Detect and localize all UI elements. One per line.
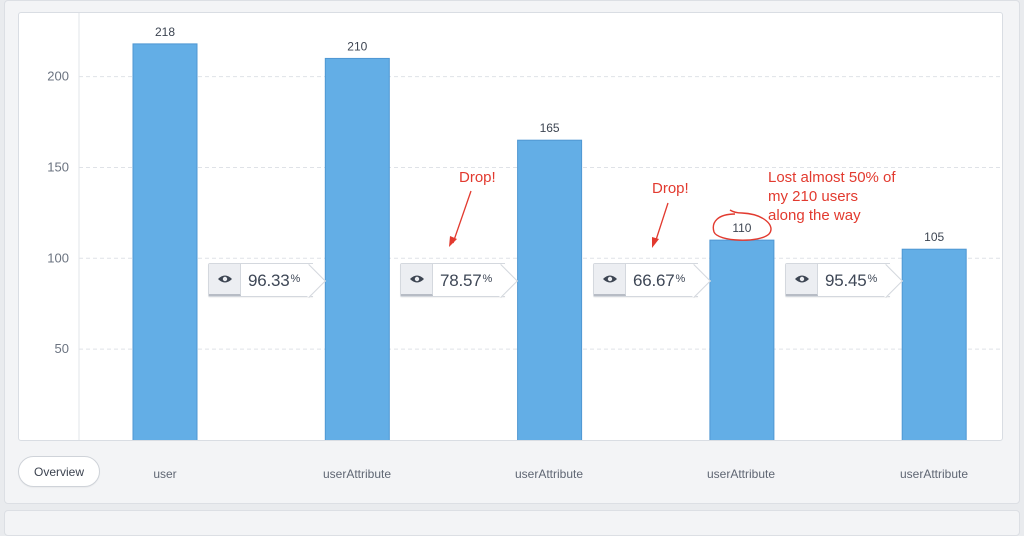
plot-panel: 50 100 150 200 218 210 165 110 105 96.33% 78.57%…	[18, 12, 1003, 441]
x-tick-label: userAttribute	[322, 467, 392, 481]
overview-button[interactable]: Overview	[18, 456, 100, 487]
y-tick-label: 150	[47, 159, 69, 174]
y-tick-label: 50	[55, 341, 69, 356]
conversion-rate-3[interactable]: 66.67%	[593, 263, 698, 297]
bar-value-label: 110	[732, 221, 751, 235]
annotation-line: Lost almost 50% of	[768, 169, 896, 186]
annotation-line: along the way	[768, 207, 861, 224]
x-tick-label: user	[153, 467, 177, 481]
bar-value-label: 105	[924, 230, 944, 244]
conversion-rate-value: 95.45%	[825, 271, 878, 290]
conversion-rate-1[interactable]: 96.33%	[208, 263, 313, 297]
x-tick-label: userAttribute	[899, 467, 969, 481]
eye-icon	[594, 264, 626, 296]
conversion-rate-value: 66.67%	[633, 271, 686, 290]
bar[interactable]	[709, 239, 775, 440]
eye-icon	[209, 264, 241, 296]
x-tick-label: userAttribute	[706, 467, 776, 481]
y-tick-label: 100	[47, 250, 69, 265]
bar-value-label: 165	[540, 121, 560, 135]
annotation-drop-2: Drop!	[652, 180, 689, 197]
x-tick-label: userAttribute	[514, 467, 584, 481]
bar[interactable]	[901, 248, 967, 440]
eye-icon	[786, 264, 818, 296]
next-section-card	[4, 510, 1020, 536]
bar[interactable]	[132, 43, 198, 440]
bar-value-label: 210	[347, 39, 367, 53]
conversion-rate-2[interactable]: 78.57%	[400, 263, 505, 297]
conversion-rate-4[interactable]: 95.45%	[785, 263, 890, 297]
funnel-bar-chart: 50 100 150 200 218 210 165 110 105	[47, 13, 1002, 440]
annotation-line: my 210 users	[768, 188, 859, 205]
conversion-rate-value: 96.33%	[248, 271, 301, 290]
bar[interactable]	[324, 57, 390, 440]
bar[interactable]	[517, 139, 583, 440]
annotation-lost-users: Lost almost 50% of my 210 users along th…	[768, 168, 896, 225]
bar-value-label: 218	[155, 25, 175, 39]
eye-icon	[401, 264, 433, 296]
conversion-rate-value: 78.57%	[440, 271, 493, 290]
y-tick-label: 200	[47, 69, 69, 84]
annotation-drop-1: Drop!	[459, 169, 496, 186]
